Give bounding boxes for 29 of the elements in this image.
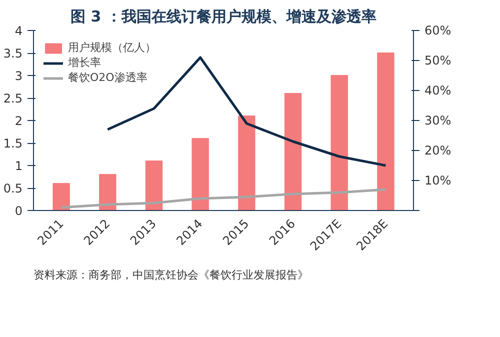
y2-tick-label: 30% [424,114,452,128]
y2-tick-label: 20% [424,144,452,158]
bar [192,138,209,210]
line-series [60,188,387,209]
bar [99,174,116,210]
text: 资料来源：商务部，中国烹饪协会《餐饮行业发展报告》 [34,268,308,282]
y-tick-label: 0 [14,204,23,218]
legend-label: 增长率 [68,55,101,70]
y-tick-label: 3 [14,69,23,83]
legend-label: 用户规模（亿人） [68,40,156,55]
bar [330,75,348,210]
bar [284,93,302,210]
y2-tick-label: 10% [424,174,452,188]
y2-tick-label: 50% [424,54,452,68]
y-tick-label: 2 [14,114,23,128]
y-tick-label: 4 [14,24,23,38]
bar [377,52,394,210]
bar [145,160,163,210]
y-tick-label: 0.5 [3,182,23,196]
bar [52,183,70,210]
y-tick-label: 1 [14,159,23,173]
y2-tick-label: 40% [424,84,452,98]
y-tick-label: 3.5 [3,46,23,60]
y-tick-label: 1.5 [3,136,23,150]
chart-title: 图 3 ：我国在线订餐用户规模、增速及渗透率 [70,8,376,26]
y-tick-label: 2.5 [3,92,23,106]
bar [238,116,256,210]
legend-label: 餐饮O2O渗透率 [68,70,148,85]
y2-tick-label: 60% [424,24,452,38]
